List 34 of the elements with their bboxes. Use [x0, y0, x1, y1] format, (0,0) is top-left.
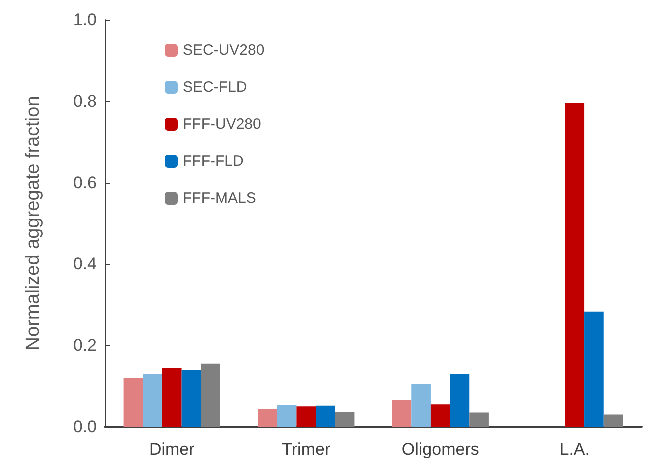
bar [162, 368, 182, 427]
y-tick-label: 0.6 [73, 173, 97, 192]
bar [258, 409, 278, 427]
legend-label: FFF-MALS [183, 190, 256, 207]
y-axis-title: Normalized aggregate fraction [23, 96, 44, 351]
bar [584, 312, 604, 427]
bar [412, 384, 431, 427]
legend-label: FFF-UV280 [183, 116, 262, 133]
legend-label: FFF-FLD [183, 153, 244, 170]
bar [277, 405, 297, 427]
y-tick-label: 0.8 [73, 92, 97, 111]
bar [143, 374, 162, 427]
bar [450, 374, 470, 427]
y-tick-label: 0.2 [73, 336, 97, 356]
bar [201, 364, 220, 427]
bar [392, 400, 412, 427]
bar [565, 103, 585, 427]
y-tick-label: 0.4 [73, 254, 97, 274]
x-tick-label: Dimer [149, 440, 196, 459]
bar [335, 412, 355, 427]
bar [430, 404, 450, 427]
bar [182, 370, 202, 427]
bar [470, 412, 489, 427]
x-tick-label: Oligomers [402, 440, 480, 459]
x-tick-label: L.A. [560, 440, 590, 459]
y-tick-label: 0.0 [73, 418, 97, 436]
legend-label: SEC-FLD [183, 79, 248, 96]
bar [296, 406, 316, 427]
bar [604, 414, 624, 427]
bar [124, 378, 144, 427]
x-tick-label: Trimer [282, 440, 331, 459]
bar [316, 406, 336, 427]
y-tick-label: 1.0 [73, 10, 97, 30]
legend-label: SEC-UV280 [183, 42, 265, 59]
